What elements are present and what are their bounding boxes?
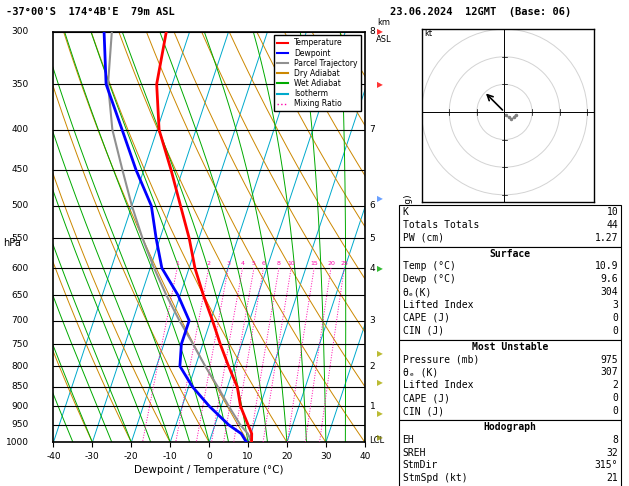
Text: hPa: hPa	[3, 238, 21, 248]
Text: 1.27: 1.27	[595, 233, 618, 243]
Text: CIN (J): CIN (J)	[403, 406, 443, 416]
Text: 800: 800	[11, 362, 28, 371]
Text: θₑ(K): θₑ(K)	[403, 287, 432, 297]
Text: 21: 21	[606, 473, 618, 484]
Text: Lifted Index: Lifted Index	[403, 381, 473, 390]
Text: 0: 0	[613, 406, 618, 416]
Text: CIN (J): CIN (J)	[403, 326, 443, 336]
Text: 7: 7	[369, 125, 376, 134]
Text: ▶: ▶	[377, 263, 383, 273]
Text: ▶: ▶	[377, 194, 383, 204]
Text: 0: 0	[613, 313, 618, 323]
Text: km: km	[377, 18, 390, 28]
Text: Dewp (°C): Dewp (°C)	[403, 274, 455, 284]
Text: CAPE (J): CAPE (J)	[403, 393, 450, 403]
Text: 8: 8	[369, 27, 376, 36]
Text: 4: 4	[240, 260, 245, 265]
Text: 5: 5	[252, 260, 256, 265]
Text: 3: 3	[369, 316, 376, 325]
Text: 300: 300	[11, 27, 28, 36]
Text: 6: 6	[262, 260, 265, 265]
Text: 450: 450	[11, 165, 28, 174]
Text: 4: 4	[369, 263, 375, 273]
Text: 8: 8	[277, 260, 281, 265]
Text: 2: 2	[369, 362, 375, 371]
Text: 2: 2	[207, 260, 211, 265]
Text: Totals Totals: Totals Totals	[403, 220, 479, 230]
Text: 10: 10	[606, 207, 618, 217]
Text: 23.06.2024  12GMT  (Base: 06): 23.06.2024 12GMT (Base: 06)	[390, 7, 571, 17]
Text: 304: 304	[601, 287, 618, 297]
Text: 8: 8	[613, 435, 618, 445]
Text: 950: 950	[11, 420, 28, 429]
Text: 1000: 1000	[6, 438, 28, 447]
Text: 750: 750	[11, 340, 28, 348]
Text: PW (cm): PW (cm)	[403, 233, 443, 243]
Text: 550: 550	[11, 234, 28, 243]
Text: 9.6: 9.6	[601, 274, 618, 284]
Text: StmSpd (kt): StmSpd (kt)	[403, 473, 467, 484]
Text: 6: 6	[369, 201, 376, 210]
Text: CAPE (J): CAPE (J)	[403, 313, 450, 323]
Text: Surface: Surface	[489, 249, 531, 259]
Text: K: K	[403, 207, 408, 217]
Text: 400: 400	[11, 125, 28, 134]
Text: 25: 25	[340, 260, 348, 265]
Text: 315°: 315°	[595, 461, 618, 470]
Text: 600: 600	[11, 263, 28, 273]
Text: 3: 3	[226, 260, 230, 265]
Text: Mixing Ratio (g/kg): Mixing Ratio (g/kg)	[404, 194, 413, 280]
Text: ▶: ▶	[377, 348, 383, 358]
Text: LCL: LCL	[369, 436, 384, 445]
Text: 700: 700	[11, 316, 28, 325]
Text: 20: 20	[327, 260, 335, 265]
Text: 32: 32	[606, 448, 618, 458]
Text: ▶: ▶	[377, 27, 383, 36]
Text: Hodograph: Hodograph	[484, 422, 537, 432]
Text: 44: 44	[606, 220, 618, 230]
Text: Most Unstable: Most Unstable	[472, 342, 548, 352]
Text: 1: 1	[175, 260, 179, 265]
Text: 975: 975	[601, 355, 618, 364]
Text: 5: 5	[369, 234, 376, 243]
Text: θₑ (K): θₑ (K)	[403, 367, 438, 378]
Text: Lifted Index: Lifted Index	[403, 300, 473, 310]
Text: kt: kt	[425, 29, 433, 38]
Text: Temp (°C): Temp (°C)	[403, 261, 455, 272]
Text: 500: 500	[11, 201, 28, 210]
Text: ▶: ▶	[377, 433, 383, 442]
Text: 0: 0	[613, 393, 618, 403]
Text: 2: 2	[613, 381, 618, 390]
Legend: Temperature, Dewpoint, Parcel Trajectory, Dry Adiabat, Wet Adiabat, Isotherm, Mi: Temperature, Dewpoint, Parcel Trajectory…	[274, 35, 361, 111]
Text: 1: 1	[369, 402, 376, 411]
Text: ▶: ▶	[377, 378, 383, 387]
Text: Pressure (mb): Pressure (mb)	[403, 355, 479, 364]
Text: 307: 307	[601, 367, 618, 378]
X-axis label: Dewpoint / Temperature (°C): Dewpoint / Temperature (°C)	[135, 465, 284, 475]
Text: 10: 10	[287, 260, 295, 265]
Text: SREH: SREH	[403, 448, 426, 458]
Text: 15: 15	[310, 260, 318, 265]
Text: -37°00'S  174°4B'E  79m ASL: -37°00'S 174°4B'E 79m ASL	[6, 7, 175, 17]
Text: ASL: ASL	[376, 35, 391, 44]
Text: ▶: ▶	[377, 409, 383, 418]
Text: 900: 900	[11, 402, 28, 411]
Text: ▶: ▶	[377, 80, 383, 88]
Text: StmDir: StmDir	[403, 461, 438, 470]
Text: 850: 850	[11, 382, 28, 391]
Text: 10.9: 10.9	[595, 261, 618, 272]
Text: EH: EH	[403, 435, 415, 445]
Text: 650: 650	[11, 291, 28, 300]
Text: 0: 0	[613, 326, 618, 336]
Text: 3: 3	[613, 300, 618, 310]
Text: 350: 350	[11, 80, 28, 88]
